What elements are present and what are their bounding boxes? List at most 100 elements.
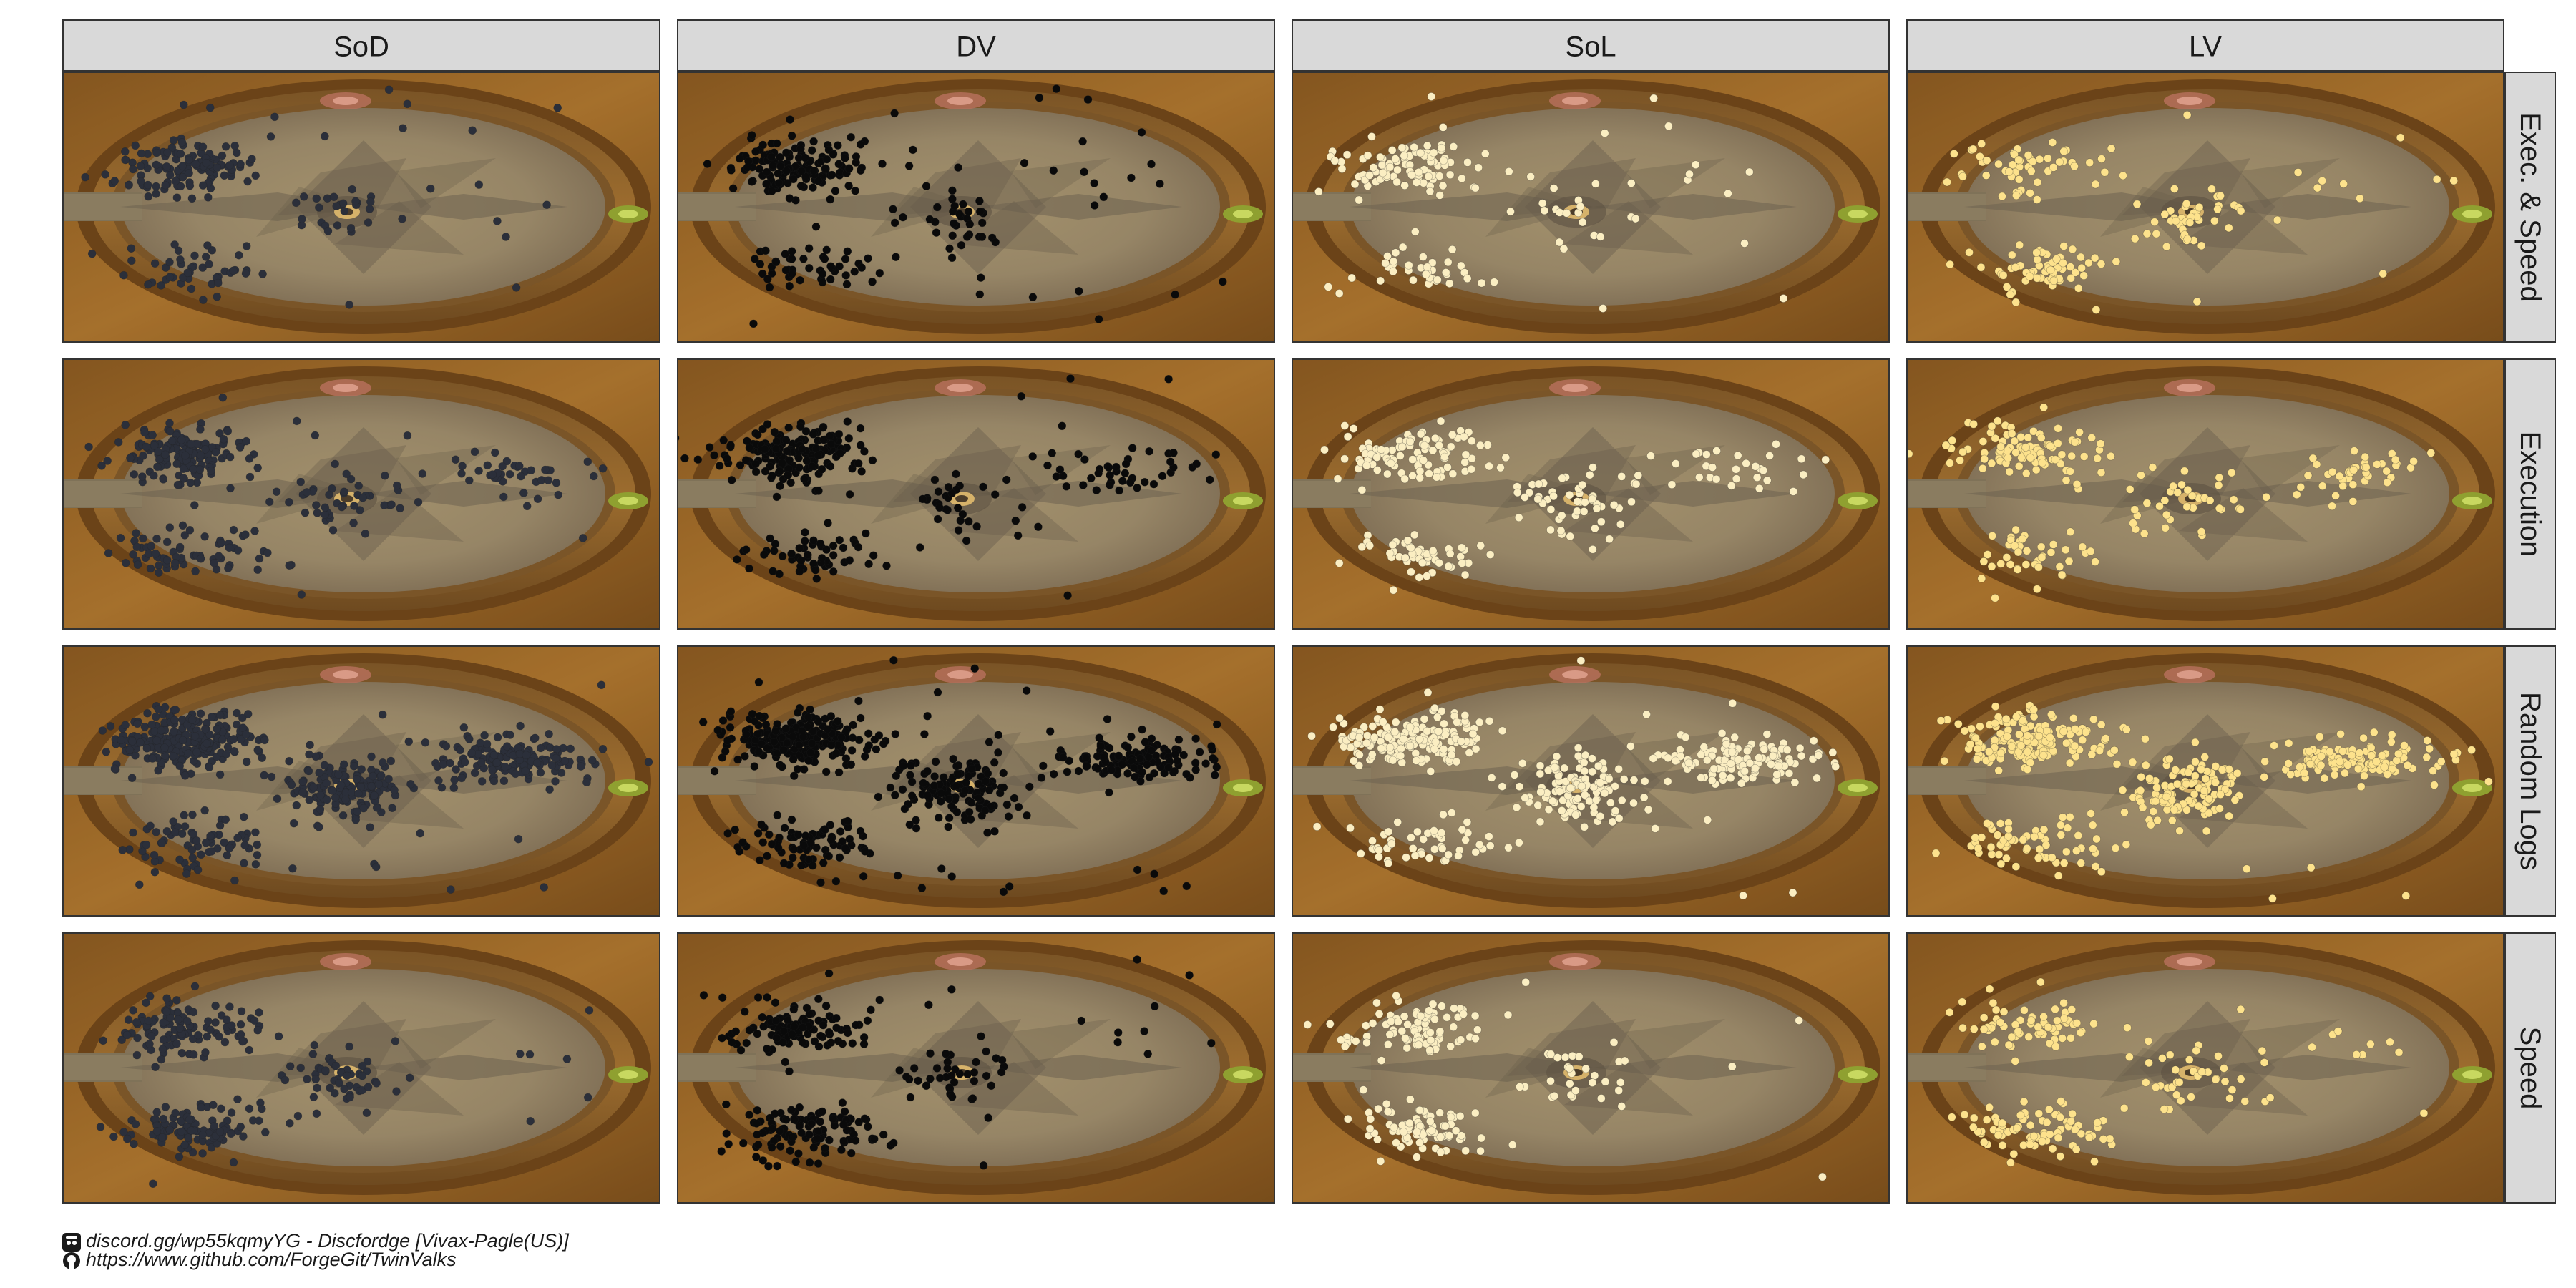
scatter-point — [2062, 476, 2071, 485]
scatter-point — [2026, 453, 2035, 462]
scatter-point — [379, 758, 387, 767]
scatter-point — [879, 739, 888, 748]
panel-border — [677, 358, 1275, 630]
scatter-point — [1818, 1172, 1827, 1181]
scatter-point — [787, 247, 796, 255]
scatter-point — [797, 1128, 806, 1138]
scatter-point — [186, 478, 195, 487]
scatter-point — [864, 560, 873, 569]
scatter-point — [2087, 750, 2097, 759]
scatter-point — [426, 184, 435, 193]
scatter-point — [270, 112, 279, 122]
scatter-point — [381, 471, 389, 480]
scatter-point — [551, 753, 560, 763]
scatter-point — [844, 434, 854, 443]
scatter-point — [1355, 761, 1364, 770]
scatter-point — [240, 841, 249, 850]
scatter-point — [856, 140, 865, 149]
scatter-point — [483, 461, 492, 470]
scatter-point — [1590, 1071, 1599, 1080]
scatter-point — [964, 207, 973, 216]
scatter-point — [598, 745, 608, 753]
scatter-point — [843, 417, 852, 426]
scatter-point — [2330, 771, 2339, 779]
scatter-point — [159, 1114, 167, 1123]
scatter-point — [723, 736, 732, 745]
scatter-point — [532, 758, 542, 768]
scatter-point — [870, 736, 879, 744]
scatter-point — [1460, 432, 1468, 441]
scatter-point — [983, 828, 992, 837]
scatter-point — [2026, 189, 2034, 197]
scatter-point — [782, 447, 791, 456]
scatter-point — [958, 509, 967, 519]
scatter-point — [202, 158, 210, 167]
scatter-point — [240, 859, 248, 868]
scatter-point — [207, 847, 216, 856]
scatter-point — [2162, 242, 2171, 251]
scatter-point — [1681, 733, 1690, 742]
scatter-point — [834, 160, 844, 169]
scatter-point — [280, 1075, 290, 1085]
scatter-point — [2182, 110, 2192, 119]
scatter-point — [519, 489, 528, 497]
scatter-point — [1414, 1040, 1423, 1049]
scatter-point — [799, 841, 809, 850]
scatter-point — [2007, 429, 2016, 438]
scatter-point — [1010, 794, 1019, 803]
scatter-point — [560, 756, 570, 766]
scatter-point — [201, 253, 210, 261]
scatter-point — [770, 546, 779, 555]
scatter-point — [771, 540, 780, 548]
scatter-point — [2037, 553, 2046, 562]
scatter-point — [778, 459, 786, 467]
scatter-point — [1312, 822, 1322, 831]
scatter-point — [2400, 741, 2409, 750]
scatter-point — [1394, 1018, 1402, 1026]
scatter-point — [2014, 547, 2023, 557]
scatter-point — [1420, 441, 1429, 450]
scatter-point — [157, 1133, 167, 1142]
scatter-point — [185, 526, 195, 535]
scatter-point — [1325, 1020, 1335, 1028]
scatter-point — [1123, 743, 1133, 752]
scatter-point — [931, 757, 940, 766]
scatter-point — [2353, 764, 2363, 774]
scatter-point — [1411, 228, 1420, 236]
scatter-point — [468, 126, 477, 135]
scatter-point — [892, 771, 901, 780]
scatter-point — [771, 1109, 779, 1118]
scatter-point — [960, 786, 970, 795]
scatter-point — [150, 441, 159, 450]
scatter-point — [1512, 803, 1521, 812]
scatter-point — [240, 812, 248, 821]
scatter-point — [741, 1007, 749, 1016]
scatter-point — [2205, 794, 2214, 804]
scatter-point — [2068, 245, 2077, 254]
scatter-point — [934, 814, 943, 822]
scatter-point — [838, 837, 847, 846]
scatter-point — [975, 197, 984, 205]
scatter-point — [2027, 167, 2036, 175]
scatter-point — [864, 741, 874, 750]
scatter-point — [245, 472, 255, 482]
scatter-point — [142, 840, 151, 849]
scatter-point — [185, 155, 193, 165]
scatter-point — [1335, 713, 1344, 723]
scatter-point — [2197, 765, 2205, 774]
scatter-point — [1414, 167, 1423, 177]
scatter-point — [805, 1130, 814, 1139]
panel-border — [62, 645, 660, 917]
scatter-point — [98, 726, 107, 735]
scatter-point — [967, 764, 976, 774]
scatter-point — [220, 1038, 230, 1047]
scatter-point — [845, 556, 854, 565]
scatter-point — [934, 487, 943, 496]
scatter-point — [2236, 505, 2245, 514]
scatter-point — [2372, 757, 2381, 766]
scatter-point — [788, 1030, 796, 1039]
scatter-point — [2396, 133, 2405, 142]
scatter-point — [2024, 433, 2032, 442]
scatter-point — [796, 182, 806, 190]
scatter-point — [935, 503, 944, 512]
